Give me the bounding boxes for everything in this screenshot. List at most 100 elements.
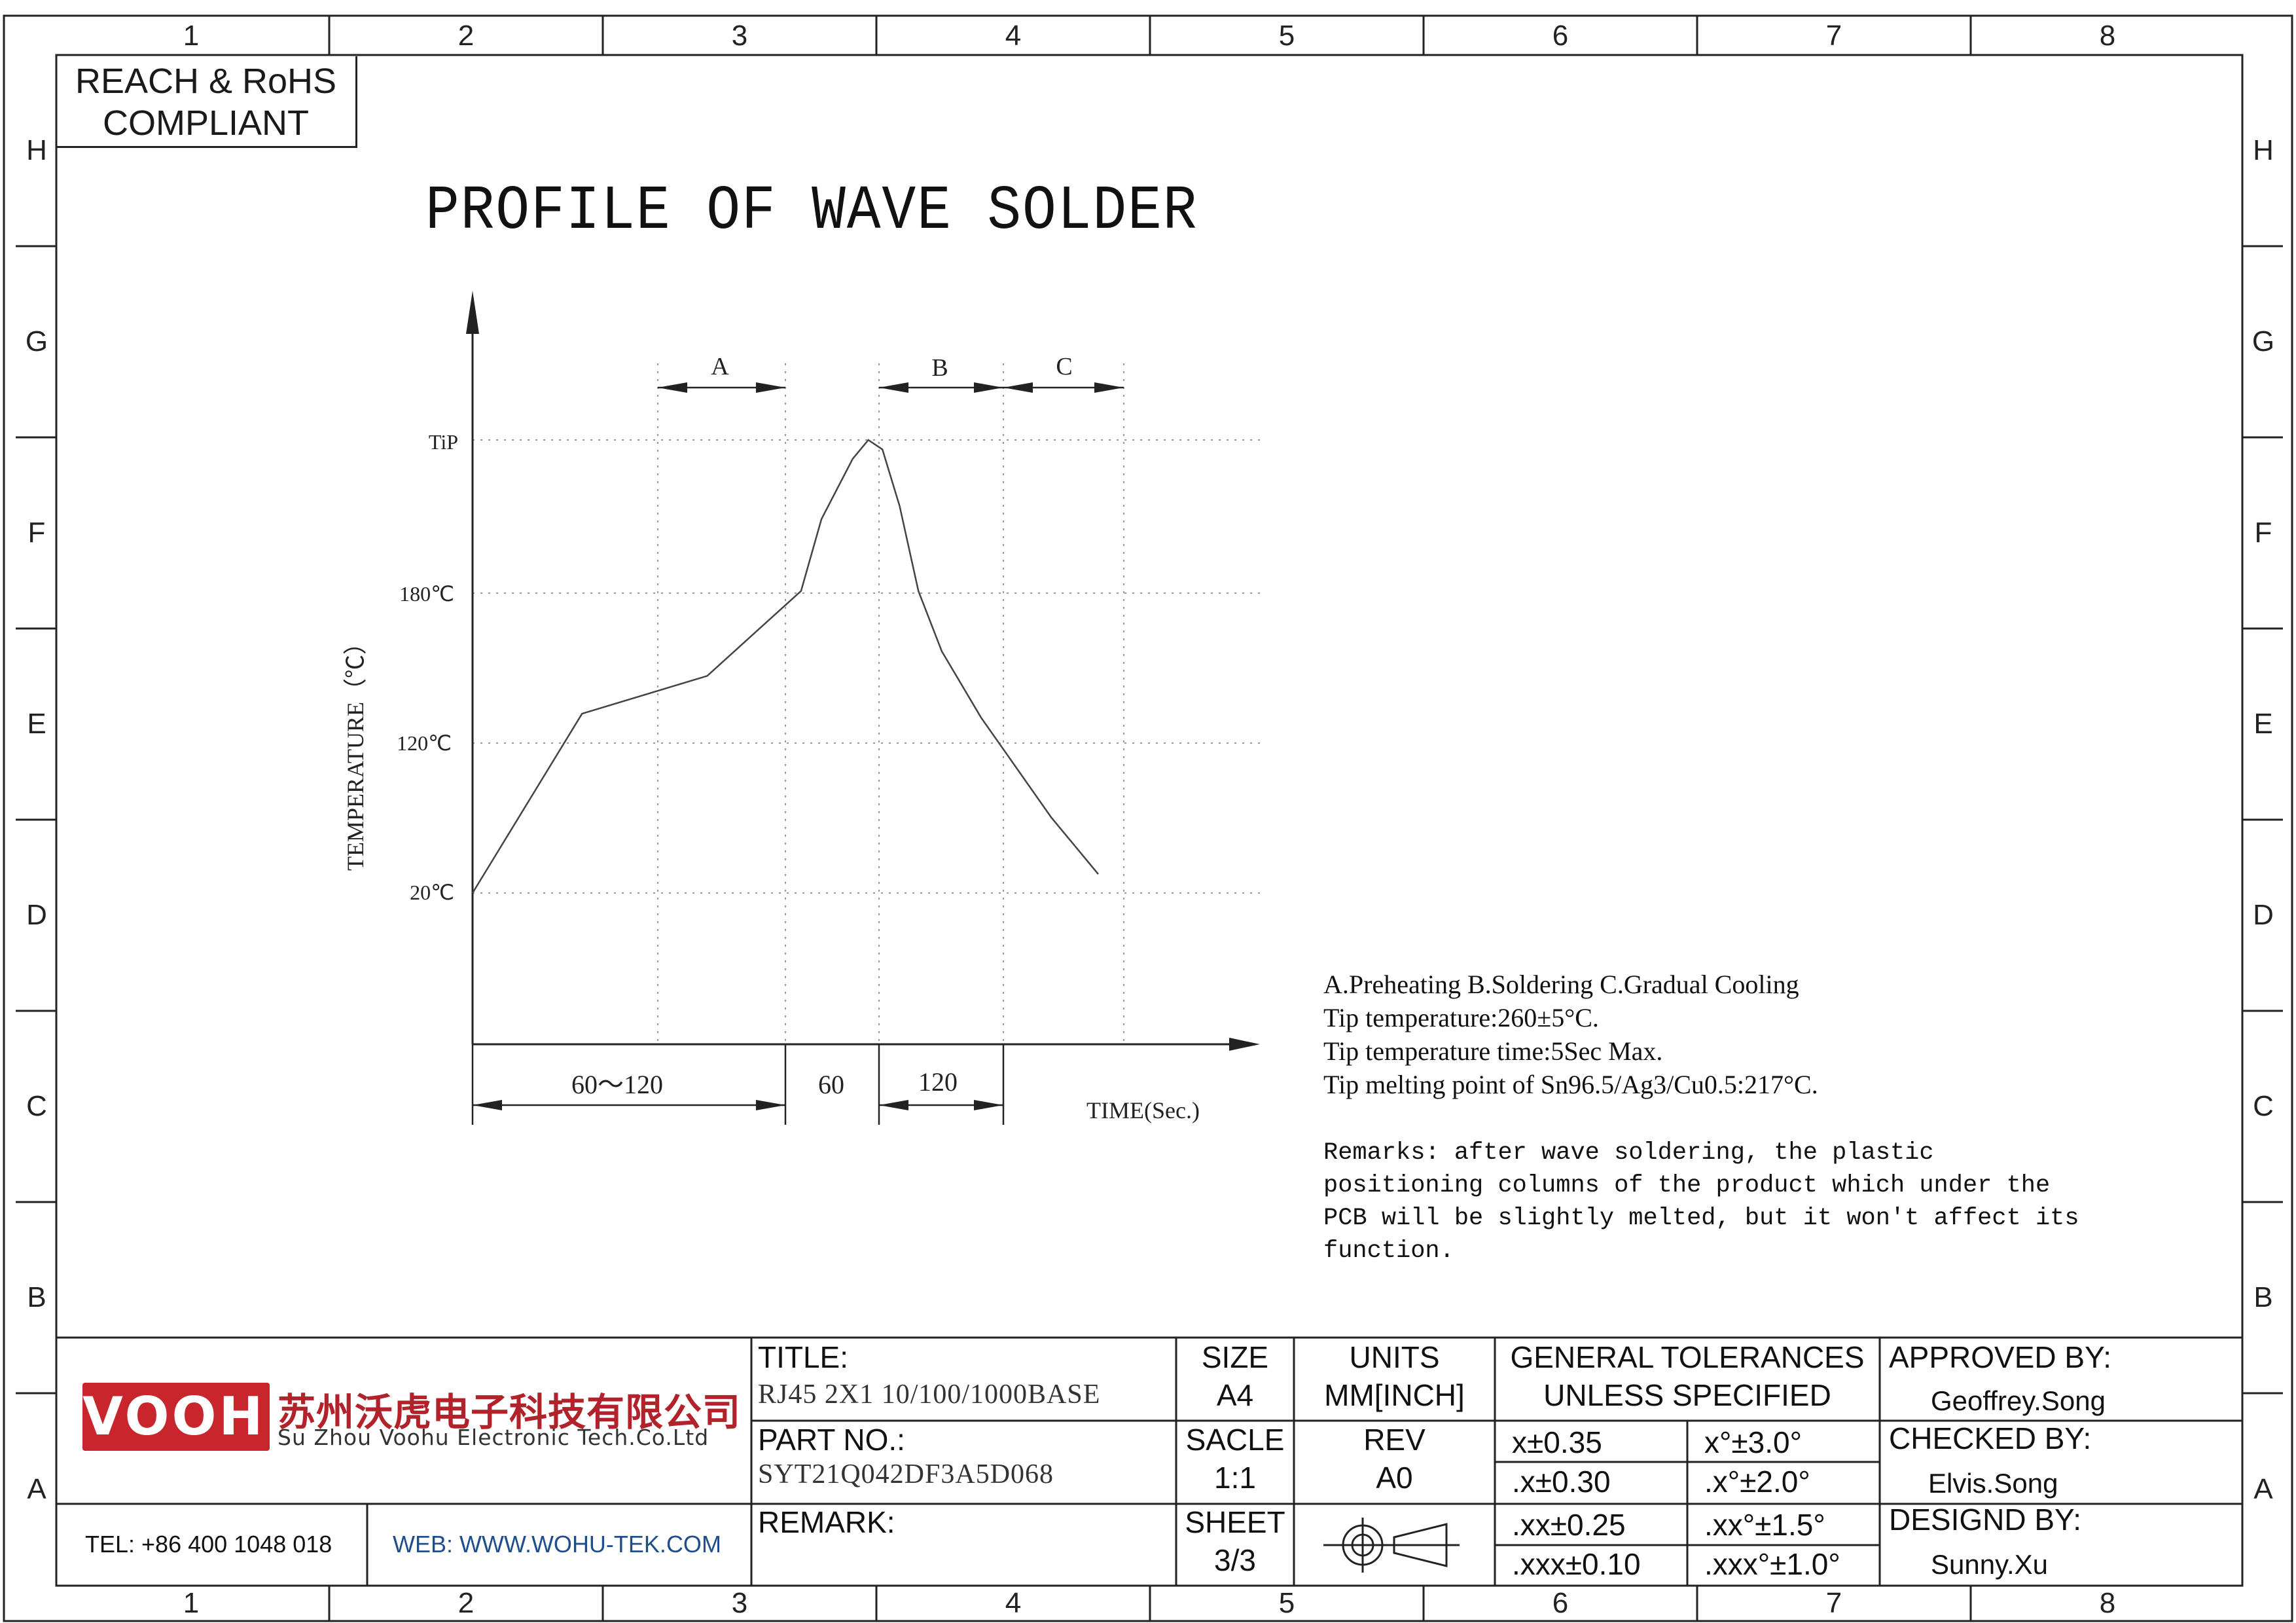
size-value: A4: [1216, 1378, 1254, 1412]
y-tick-120: 120℃: [397, 731, 452, 755]
drawing-title: PROFILE OF WAVE SOLDER: [425, 175, 1198, 247]
zone-col-5-bottom: 5: [1278, 1587, 1295, 1619]
company-name-cn: 苏州沃虎电子科技有限公司: [278, 1390, 742, 1434]
zone-row-h-left: H: [26, 134, 47, 166]
zone-row-b-left: B: [27, 1281, 46, 1313]
remark-line-4: function.: [1323, 1237, 1454, 1265]
chart-grid: [473, 363, 1260, 1044]
zone-row-b-right: B: [2253, 1281, 2273, 1313]
tolerance-linear-1: .x±0.30: [1512, 1465, 1611, 1499]
note-line-4: Tip melting point of Sn96.5/Ag3/Cu0.5:21…: [1323, 1070, 1818, 1099]
checked-name: Elvis.Song: [1928, 1468, 2058, 1499]
rev-label: REV: [1363, 1423, 1426, 1457]
company-web[interactable]: WEB: WWW.WOHU-TEK.COM: [393, 1531, 721, 1558]
zone-row-c-right: C: [2253, 1090, 2274, 1122]
tolerance-linear-2: .xx±0.25: [1512, 1508, 1626, 1542]
zone-col-4-top: 4: [1005, 20, 1022, 52]
company-logo: VOOHU: [82, 1386, 311, 1447]
zone-col-1-top: 1: [183, 20, 200, 52]
phase-label-a: A: [711, 353, 729, 380]
size-label: SIZE: [1201, 1340, 1269, 1374]
note-line-2: Tip temperature:260±5°C.: [1323, 1003, 1599, 1032]
zone-col-2-bottom: 2: [457, 1587, 475, 1619]
chart-axes: [466, 291, 1260, 1051]
tolerance-linear-3: .xxx±0.10: [1512, 1547, 1641, 1581]
phase-dimensions: [658, 382, 1124, 393]
note-line-1: A.Preheating B.Soldering C.Gradual Cooli…: [1323, 970, 1799, 999]
phase-label-c: C: [1056, 353, 1072, 380]
zone-row-e-left: E: [27, 708, 46, 740]
y-tick-tip: TiP: [429, 430, 458, 454]
tolerance-heading-2: UNLESS SPECIFIED: [1543, 1378, 1831, 1412]
compliance-box: REACH & RoHS COMPLIANT: [56, 56, 357, 148]
time-interval-1: 60～120: [571, 1070, 663, 1099]
time-dimensions: [471, 1044, 1005, 1125]
units-value: MM[INCH]: [1324, 1378, 1465, 1412]
remark-label: REMARK:: [758, 1505, 895, 1539]
zone-row-d-right: D: [2253, 899, 2274, 931]
zone-row-f-left: F: [27, 517, 46, 549]
zone-col-5-top: 5: [1278, 20, 1295, 52]
zone-col-8-bottom: 8: [2099, 1587, 2116, 1619]
scale-value: 1:1: [1214, 1461, 1256, 1495]
approved-label: APPROVED BY:: [1889, 1340, 2112, 1374]
y-axis-label: TEMPERATURE（℃）: [342, 631, 368, 871]
process-notes: A.Preheating B.Soldering C.Gradual Cooli…: [1323, 968, 1818, 1101]
sheet-label: SHEET: [1185, 1505, 1285, 1539]
zone-row-e-right: E: [2253, 708, 2273, 740]
part-no-label: PART NO.:: [758, 1423, 905, 1457]
y-tick-180: 180℃: [399, 582, 454, 606]
part-no-value: SYT21Q042DF3A5D068: [758, 1459, 1054, 1489]
sheet-value: 3/3: [1214, 1543, 1256, 1577]
zone-col-7-top: 7: [1825, 20, 1842, 52]
zone-row-f-right: F: [2254, 517, 2272, 549]
zone-col-6-top: 6: [1552, 20, 1569, 52]
remark-line-2: positioning columns of the product which…: [1323, 1172, 2051, 1199]
projection-symbol-icon: [1323, 1518, 1460, 1573]
time-interval-2: 60: [818, 1070, 844, 1099]
zone-row-a-left: A: [27, 1473, 46, 1505]
designed-name: Sunny.Xu: [1931, 1549, 2049, 1580]
rev-value: A0: [1376, 1461, 1413, 1495]
title-value: RJ45 2X1 10/100/1000BASE: [758, 1379, 1101, 1410]
company-name-en: Su Zhou Voohu Electronic Tech.Co.Ltd: [278, 1425, 709, 1450]
zone-col-8-top: 8: [2099, 20, 2116, 52]
zone-col-7-bottom: 7: [1825, 1587, 1842, 1619]
phase-label-b: B: [931, 354, 948, 382]
approved-name: Geoffrey.Song: [1931, 1385, 2106, 1416]
zone-row-c-left: C: [26, 1090, 47, 1122]
company-logo-box: [82, 1383, 270, 1451]
tolerance-angular-2: .xx°±1.5°: [1704, 1508, 1825, 1542]
zone-col-1-bottom: 1: [183, 1587, 200, 1619]
scale-label: SACLE: [1185, 1423, 1285, 1457]
zone-row-h-right: H: [2253, 134, 2274, 166]
zone-row-g-left: G: [25, 325, 48, 357]
compliance-line-1: REACH & RoHS: [75, 62, 337, 101]
note-line-3: Tip temperature time:5Sec Max.: [1323, 1036, 1663, 1066]
remark-line-3: PCB will be slightly melted, but it won'…: [1323, 1205, 2079, 1232]
checked-label: CHECKED BY:: [1889, 1421, 2092, 1455]
company-tel: TEL: +86 400 1048 018: [85, 1531, 332, 1558]
temperature-profile-line: [471, 439, 1099, 894]
zone-row-d-left: D: [26, 899, 47, 931]
tolerance-angular-3: .xxx°±1.0°: [1704, 1547, 1840, 1581]
zone-row-g-right: G: [2251, 325, 2275, 357]
time-interval-3: 120: [918, 1067, 958, 1097]
title-label: TITLE:: [758, 1340, 849, 1374]
remarks-text: Remarks: after wave soldering, the plast…: [1323, 1137, 2079, 1267]
y-tick-20: 20℃: [410, 881, 454, 904]
tolerance-heading-1: GENERAL TOLERANCES: [1510, 1340, 1865, 1374]
compliance-line-2: COMPLIANT: [102, 103, 310, 143]
zone-col-6-bottom: 6: [1552, 1587, 1569, 1619]
zone-col-4-bottom: 4: [1005, 1587, 1022, 1619]
tolerance-angular-1: .x°±2.0°: [1704, 1465, 1810, 1499]
tolerance-linear-0: x±0.35: [1512, 1425, 1602, 1459]
zone-col-2-top: 2: [457, 20, 475, 52]
designed-label: DESIGND BY:: [1889, 1503, 2081, 1537]
zone-row-a-right: A: [2253, 1473, 2273, 1505]
units-label: UNITS: [1349, 1340, 1440, 1374]
